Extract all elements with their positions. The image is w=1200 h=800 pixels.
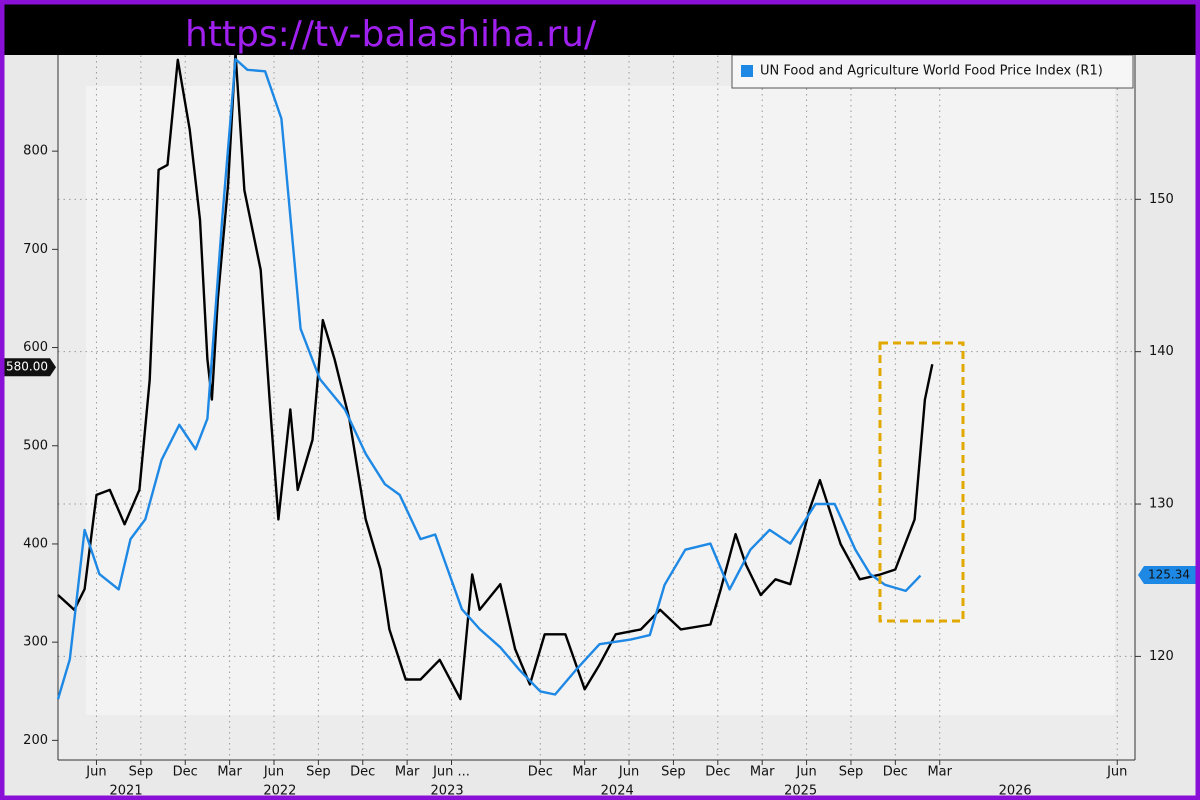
x-year-label: 2025 — [784, 784, 817, 799]
x-tick-label: Sep — [661, 765, 686, 780]
legend-label: UN Food and Agriculture World Food Price… — [760, 64, 1103, 79]
x-tick-label: Jun — [618, 765, 639, 780]
x-tick-label: Mar — [572, 765, 597, 780]
x-tick-label: Dec — [705, 765, 730, 780]
x-tick-label: Sep — [839, 765, 864, 780]
x-tick-label: Sep — [129, 765, 154, 780]
y-tick-label: 400 — [23, 536, 48, 551]
x-tick-label: Jun — [1106, 765, 1127, 780]
x-tick-label: Jun ... — [432, 765, 470, 780]
series-line — [57, 51, 934, 701]
y2-tick-label: 150 — [1149, 192, 1174, 207]
legend-box — [731, 54, 1134, 89]
y-tick-label: 200 — [23, 733, 48, 748]
highlight-box — [878, 341, 965, 623]
x-tick-label: Dec — [883, 765, 908, 780]
x-tick-label: Mar — [927, 765, 952, 780]
x-tick-label: Dec — [528, 765, 553, 780]
legend: UN Food and Agriculture World Food Price… — [741, 64, 1103, 79]
x-tick-label: Jun — [85, 765, 106, 780]
x-tick-label: Mar — [217, 765, 242, 780]
series-line — [56, 57, 922, 700]
y-tick-label: 300 — [23, 635, 48, 650]
watermark-banner — [0, 0, 1200, 55]
legend-swatch — [741, 65, 753, 77]
x-tick-label: Mar — [750, 765, 775, 780]
x-year-label: 2026 — [999, 784, 1032, 799]
y2-tick-label: 120 — [1149, 649, 1174, 664]
value-tag-label: 125.34 — [1148, 568, 1190, 582]
plot-highlight — [86, 86, 1115, 715]
x-tick-label: Jun — [795, 765, 816, 780]
y2-tick-label: 130 — [1149, 497, 1174, 512]
y-tick-label: 700 — [23, 242, 48, 257]
value-tag-label: 580.00 — [6, 360, 48, 374]
watermark: https://tv-balashiha.ru/ — [185, 14, 597, 55]
value-tag — [4, 358, 56, 377]
x-year-label: 2021 — [110, 784, 143, 799]
series-lines — [56, 51, 934, 701]
grid — [58, 50, 1135, 760]
x-year-label: 2022 — [263, 784, 296, 799]
value-tag — [1138, 566, 1198, 585]
x-tick-label: Jun — [263, 765, 284, 780]
y-tick-label: 500 — [23, 438, 48, 453]
x-tick-label: Mar — [395, 765, 420, 780]
x-tick-label: Sep — [306, 765, 331, 780]
x-tick-label: Dec — [173, 765, 198, 780]
x-tick-label: Dec — [350, 765, 375, 780]
x-year-label: 2024 — [601, 784, 634, 799]
x-year-label: 2023 — [431, 784, 464, 799]
y2-tick-label: 140 — [1149, 344, 1174, 359]
y-tick-label: 600 — [23, 340, 48, 355]
axis-labels: 200 300 400 500 600 700 800 120 130 140 150 Jun Sep D… — [4, 144, 1198, 799]
y-tick-label: 800 — [23, 144, 48, 159]
